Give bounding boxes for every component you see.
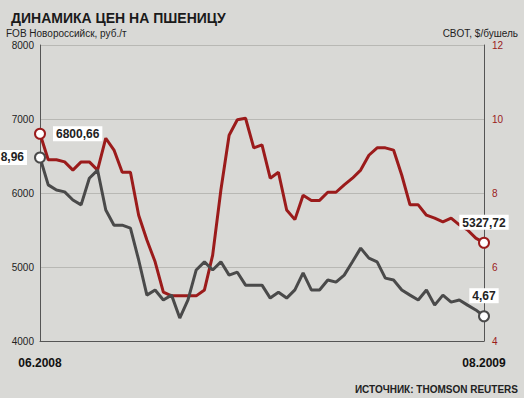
- svg-text:12: 12: [492, 40, 504, 51]
- svg-text:5000: 5000: [12, 262, 35, 273]
- svg-text:8,96: 8,96: [1, 150, 25, 164]
- svg-text:8000: 8000: [12, 40, 35, 51]
- svg-text:6000: 6000: [12, 188, 35, 199]
- svg-text:ДИНАМИКА ЦЕН НА ПШЕНИЦУ: ДИНАМИКА ЦЕН НА ПШЕНИЦУ: [11, 10, 226, 26]
- svg-text:6: 6: [492, 262, 498, 273]
- svg-text:ИСТОЧНИК: THOMSON REUTERS: ИСТОЧНИК: THOMSON REUTERS: [355, 384, 518, 395]
- svg-text:4: 4: [492, 336, 498, 347]
- svg-text:10: 10: [492, 114, 504, 125]
- svg-text:CBOT, $/бушель: CBOT, $/бушель: [443, 28, 518, 39]
- svg-text:8: 8: [492, 188, 498, 199]
- svg-text:06.2008: 06.2008: [18, 356, 62, 370]
- svg-text:4000: 4000: [12, 336, 35, 347]
- svg-text:08.2009: 08.2009: [462, 356, 506, 370]
- svg-text:4,67: 4,67: [472, 289, 496, 303]
- svg-text:5327,72: 5327,72: [462, 216, 506, 230]
- svg-text:FOB Новороссийск, руб./т: FOB Новороссийск, руб./т: [6, 28, 127, 39]
- svg-text:7000: 7000: [12, 114, 35, 125]
- svg-text:6800,66: 6800,66: [56, 127, 100, 141]
